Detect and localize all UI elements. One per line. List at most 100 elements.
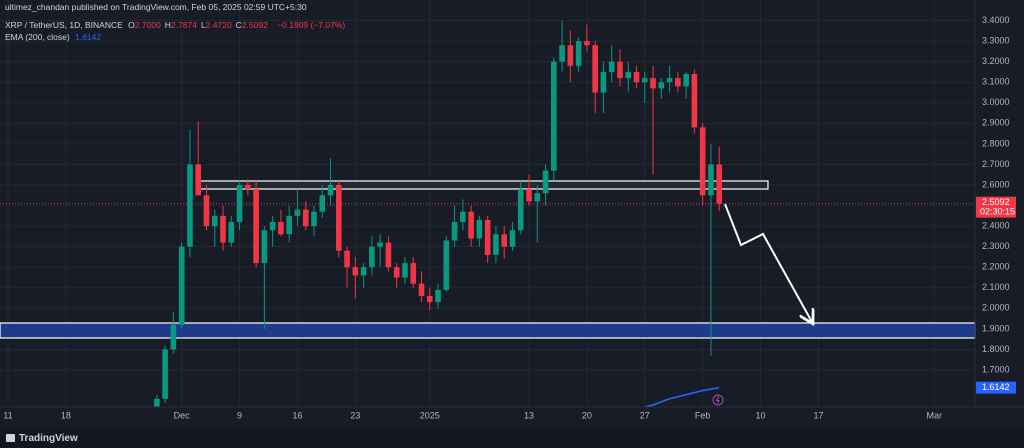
- ohlc-label: C: [235, 20, 242, 30]
- y-tick-label: 2.6000: [982, 179, 1010, 189]
- candle-body: [683, 74, 689, 87]
- x-tick-label: 20: [582, 410, 592, 420]
- ohlc-value: 2.5092: [241, 20, 268, 30]
- candle-body: [551, 61, 557, 171]
- candle-body: [435, 289, 441, 303]
- candle-body: [245, 185, 251, 190]
- candle-body: [336, 185, 342, 251]
- y-tick-label: 2.8000: [982, 138, 1010, 148]
- candle-body: [641, 78, 648, 83]
- symbol-line: XRP / TetherUS, 1D, BINANCE O2.7000 H2.78…: [5, 20, 348, 30]
- candle-body: [410, 263, 417, 284]
- candle-body: [211, 215, 218, 227]
- candle-body: [253, 189, 259, 264]
- candle-body: [542, 170, 549, 194]
- y-tick-label: 2.9000: [982, 118, 1010, 128]
- ema-legend-value: 1.6142: [75, 32, 102, 42]
- ema-line: [644, 386, 720, 407]
- candle-body: [451, 222, 458, 241]
- candle-body: [559, 45, 565, 62]
- candle-body: [220, 215, 226, 243]
- footer-bar: [0, 428, 1024, 448]
- candle-body: [584, 41, 590, 46]
- y-tick-label: 3.2000: [982, 56, 1010, 66]
- resistance-zone: [199, 180, 769, 190]
- candle-body: [203, 195, 210, 227]
- x-tick-label: Mar: [926, 410, 942, 420]
- x-tick-label: 18: [61, 410, 71, 420]
- candle-body: [484, 219, 491, 255]
- candle-body: [236, 185, 243, 222]
- y-tick-label: 3.0000: [982, 97, 1010, 107]
- candle-body: [278, 222, 284, 235]
- x-tick-label: 23: [350, 410, 360, 420]
- y-tick-label: 3.4000: [982, 15, 1010, 25]
- candle-body: [575, 41, 582, 66]
- candle-body: [509, 230, 516, 247]
- candle-body: [691, 74, 698, 128]
- candle-body: [633, 71, 640, 83]
- candle-body: [178, 246, 185, 325]
- candle-body: [154, 398, 160, 407]
- y-tick-label: 3.3000: [982, 35, 1010, 45]
- candle-body: [228, 222, 235, 243]
- support-zone: [0, 322, 976, 339]
- x-tick-label: 11: [3, 410, 12, 420]
- change: −0.1909 (−7.07%): [277, 20, 346, 30]
- candle-body: [534, 193, 541, 202]
- y-tick-label: 2.2000: [982, 262, 1010, 272]
- x-tick-label: 27: [640, 410, 650, 420]
- y-tick-label: 2.3000: [982, 241, 1010, 251]
- candle-body: [608, 61, 615, 72]
- candle-body: [699, 127, 706, 196]
- candle-body: [493, 234, 499, 255]
- y-tick-label: 3.1000: [982, 77, 1010, 87]
- y-tick-label: 2.0000: [982, 303, 1010, 313]
- event-icon-bolt: [715, 396, 720, 404]
- candle-body: [187, 164, 193, 247]
- x-tick-label: 2025: [420, 410, 440, 420]
- x-tick-label: 13: [524, 410, 534, 420]
- x-tick-label: Feb: [695, 410, 711, 420]
- candle-body: [418, 283, 425, 296]
- candle-body: [360, 267, 367, 276]
- candle-body: [311, 211, 317, 227]
- candle-body: [286, 215, 292, 235]
- candle-body: [195, 164, 202, 196]
- candle-body: [426, 296, 433, 303]
- candle-body: [344, 250, 350, 268]
- candle-body: [443, 240, 450, 290]
- y-tick-label: 1.9000: [982, 323, 1010, 333]
- x-tick-label: 17: [813, 410, 823, 420]
- event-icon: [712, 394, 724, 406]
- candle-body: [294, 209, 301, 216]
- y-tick-label: 2.4000: [982, 220, 1010, 230]
- candle-body: [517, 189, 524, 231]
- candle-body: [625, 71, 632, 79]
- symbol-title: XRP / TetherUS, 1D, BINANCE: [5, 20, 123, 30]
- candle-body: [468, 211, 474, 239]
- ema-legend: EMA (200, close): [5, 32, 70, 42]
- candle-body: [269, 222, 276, 231]
- candle-body: [385, 242, 392, 268]
- brand-name: TradingView: [19, 433, 78, 444]
- publisher: ultimez_chandan published on TradingView…: [5, 2, 307, 12]
- ohlc-label: O: [128, 20, 135, 30]
- candle-body: [675, 78, 681, 87]
- ohlc-legend: O2.7000 H2.7874 L2.4720 C2.5092: [128, 20, 272, 30]
- ohlc-value: 2.7000: [134, 20, 161, 30]
- x-tick-label: 16: [292, 410, 302, 420]
- candle-body: [567, 45, 574, 66]
- ema-price-label: 1.6142: [982, 382, 1010, 392]
- x-tick-label: Dec: [174, 410, 191, 420]
- candle-body: [708, 164, 714, 196]
- ohlc-label: L: [200, 20, 206, 30]
- publisher-line: ultimez_chandan published on TradingView…: [5, 2, 310, 12]
- ema-line: EMA (200, close) 1.6142: [5, 32, 104, 42]
- brand-logo: [6, 434, 15, 442]
- candle-body: [402, 263, 408, 278]
- candle-body: [369, 246, 375, 268]
- ema-price-tag: [976, 381, 1016, 394]
- ohlc-value: 2.4720: [205, 20, 232, 30]
